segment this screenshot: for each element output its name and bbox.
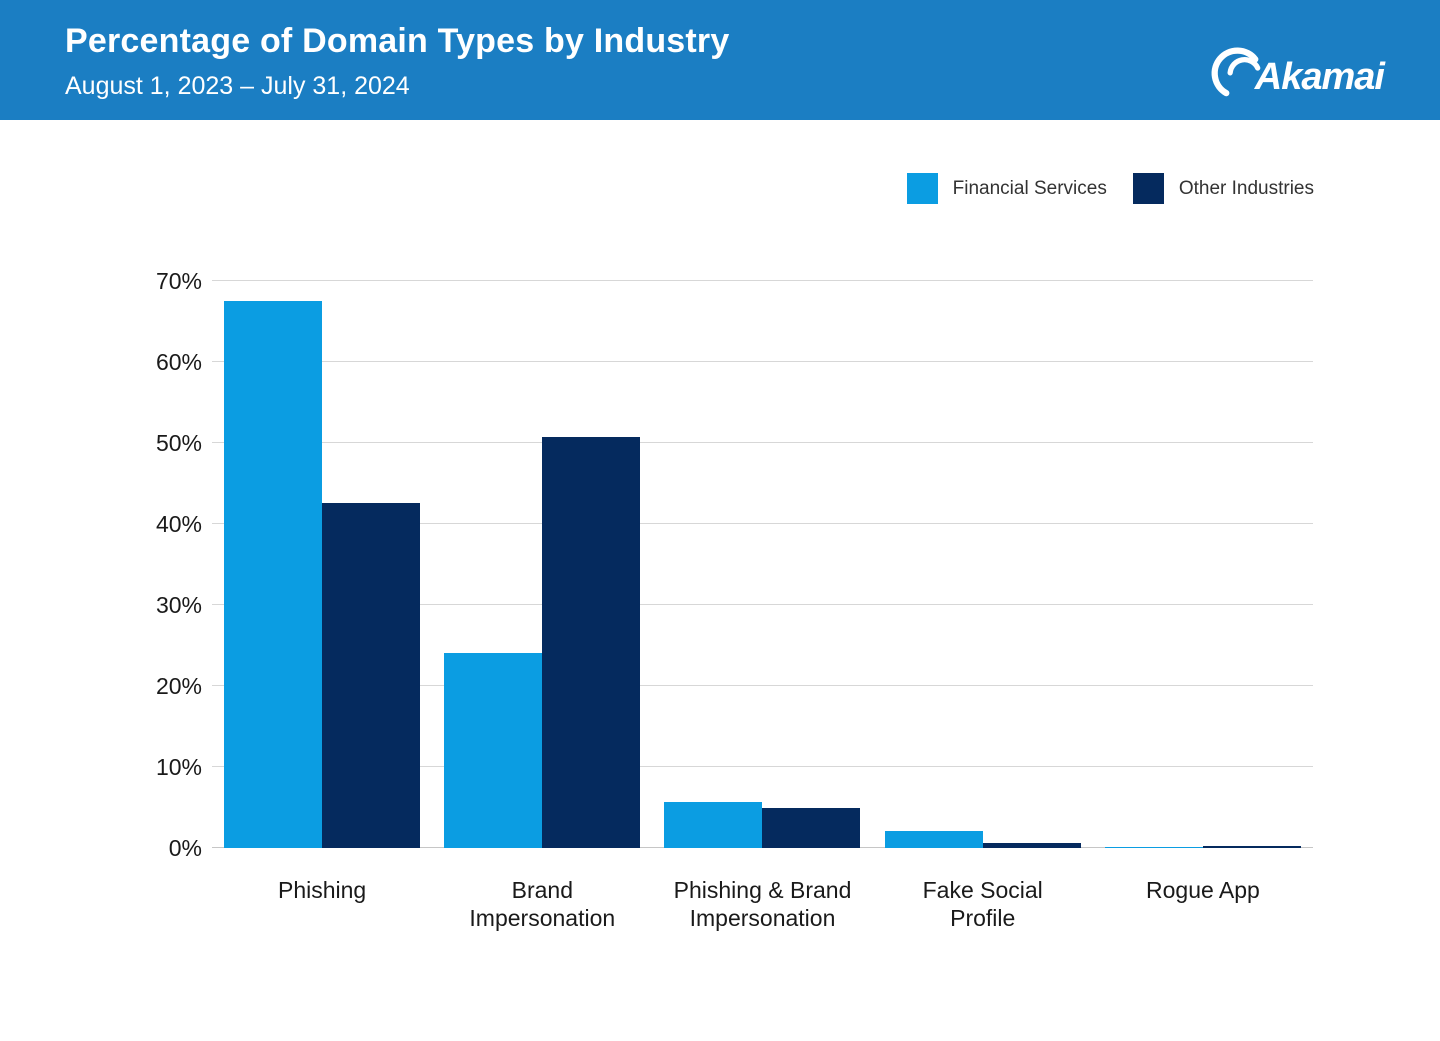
y-tick-label-70: 70%	[155, 268, 202, 294]
bar-group-fake-social-profile	[873, 281, 1093, 848]
date-range-subtitle: August 1, 2023 – July 31, 2024	[65, 72, 410, 100]
gridline-70	[212, 280, 1313, 281]
gridline-40	[212, 523, 1313, 524]
plot-area	[212, 280, 1313, 848]
bar-financial-services-phishing	[224, 301, 323, 848]
y-tick-label-30: 30%	[155, 592, 202, 618]
bar-financial-services-brand-impersonation	[444, 652, 543, 848]
bar-other-industries-rogue-app	[1202, 846, 1301, 848]
x-axis-label-phishing-brand-impersonation: Phishing & Brand Impersonation	[673, 877, 852, 932]
legend-swatch-financial-services	[906, 173, 938, 204]
chart-legend: Financial Services Other Industries	[906, 173, 1314, 204]
y-tick-label-10: 10%	[155, 754, 202, 780]
y-tick-label-20: 20%	[155, 673, 202, 699]
y-tick-label-50: 50%	[155, 430, 202, 456]
gridline-10	[212, 766, 1313, 767]
gridline-30	[212, 604, 1313, 605]
y-axis-labels: 0% 10% 20% 30% 40% 50% 60% 70%	[0, 268, 202, 861]
akamai-logo: Akamai	[1205, 34, 1385, 98]
legend-item-financial-services: Financial Services	[906, 173, 1107, 204]
bar-group-rogue-app	[1093, 281, 1313, 848]
legend-label: Financial Services	[952, 177, 1107, 199]
bar-other-industries-fake-social-profile	[982, 843, 1081, 848]
y-tick-label-60: 60%	[155, 349, 202, 375]
header-banner: Percentage of Domain Types by Industry A…	[0, 0, 1440, 120]
akamai-wordmark: Akamai	[1254, 56, 1385, 98]
bar-group-brand-impersonation	[432, 281, 652, 848]
y-tick-label-0: 0%	[168, 835, 202, 861]
y-tick-label-40: 40%	[155, 511, 202, 537]
bar-other-industries-phishing	[322, 502, 421, 848]
x-axis-label-fake-social-profile: Fake Social Profile	[922, 877, 1043, 932]
bar-financial-services-fake-social-profile	[884, 831, 983, 848]
gridline-50	[212, 442, 1313, 443]
gridline-60	[212, 361, 1313, 362]
gridline-20	[212, 685, 1313, 686]
x-axis-label-brand-impersonation: Brand Impersonation	[469, 877, 616, 932]
page-title: Percentage of Domain Types by Industry	[65, 22, 730, 60]
bar-group-phishing	[212, 281, 432, 848]
bar-other-industries-phishing-brand-impersonation	[762, 808, 861, 848]
x-axis-label-phishing: Phishing	[277, 877, 367, 903]
bar-other-industries-brand-impersonation	[542, 436, 641, 848]
legend-swatch-other-industries	[1132, 173, 1164, 204]
legend-label: Other Industries	[1178, 177, 1314, 199]
x-axis-label-rogue-app: Rogue App	[1146, 877, 1260, 903]
bar-group-phishing-brand-impersonation	[652, 281, 872, 848]
akamai-swoosh-icon	[1211, 47, 1261, 97]
bar-financial-services-phishing-brand-impersonation	[664, 801, 763, 848]
bar-financial-services-rogue-app	[1104, 846, 1203, 848]
legend-item-other-industries: Other Industries	[1132, 173, 1314, 204]
x-axis-labels: Phishing Brand Impersonation Phishing & Br…	[212, 876, 1313, 932]
